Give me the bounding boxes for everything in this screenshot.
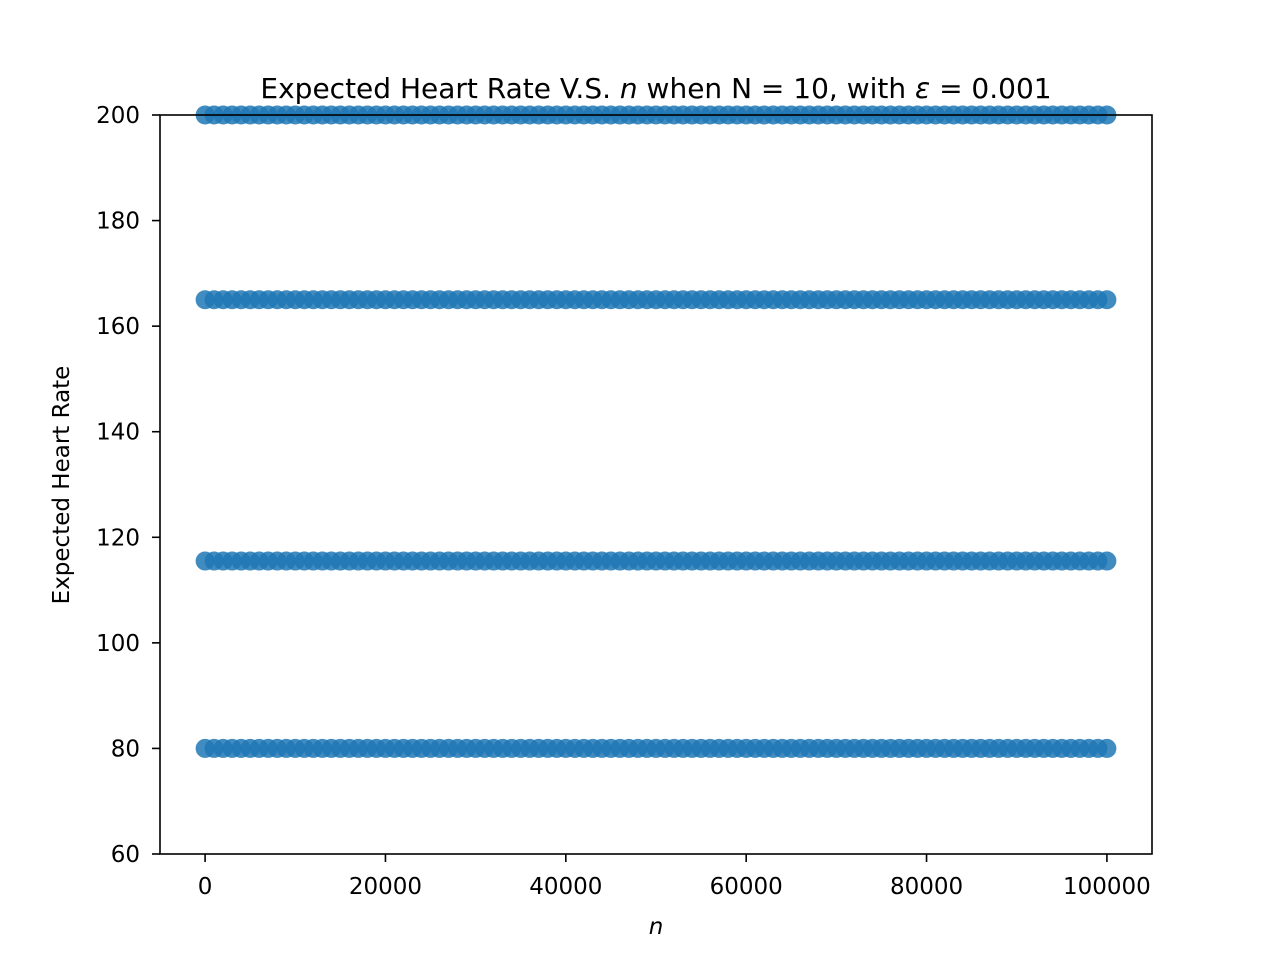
scatter-points	[195, 105, 1117, 758]
title-middle: when N = 10, with	[638, 72, 915, 105]
x-tick-label: 60000	[710, 874, 783, 900]
y-axis-label: Expected Heart Rate	[49, 366, 75, 605]
plot-frame	[159, 114, 1153, 855]
y-tick-label: 200	[96, 103, 140, 129]
x-tick-label: 0	[198, 874, 213, 900]
y-tick-label: 180	[96, 209, 140, 235]
y-tick-label: 80	[111, 736, 140, 762]
scatter-point	[1097, 551, 1117, 571]
x-tick-label: 100000	[1063, 874, 1151, 900]
scatter-point	[1097, 290, 1117, 310]
title-prefix: Expected Heart Rate V.S.	[260, 72, 620, 105]
scatter-point	[1097, 738, 1117, 758]
x-tick-label: 80000	[890, 874, 963, 900]
axis-ticks: 0 20000 40000 60000 80000 100000 60 80 100 120 140…	[96, 103, 1151, 900]
title-n-symbol: n	[620, 72, 638, 105]
title-epsilon-symbol: ε	[915, 72, 930, 105]
x-axis-label: n	[649, 914, 664, 940]
y-tick-label: 60	[111, 842, 140, 868]
y-tick-label: 100	[96, 631, 140, 657]
chart-title: Expected Heart Rate V.S. n when N = 10, …	[260, 72, 1051, 105]
title-suffix: = 0.001	[930, 72, 1051, 105]
y-tick-label: 160	[96, 314, 140, 340]
x-tick-label: 40000	[529, 874, 602, 900]
x-tick-label: 20000	[349, 874, 422, 900]
y-tick-label: 120	[96, 525, 140, 551]
y-tick-label: 140	[96, 420, 140, 446]
